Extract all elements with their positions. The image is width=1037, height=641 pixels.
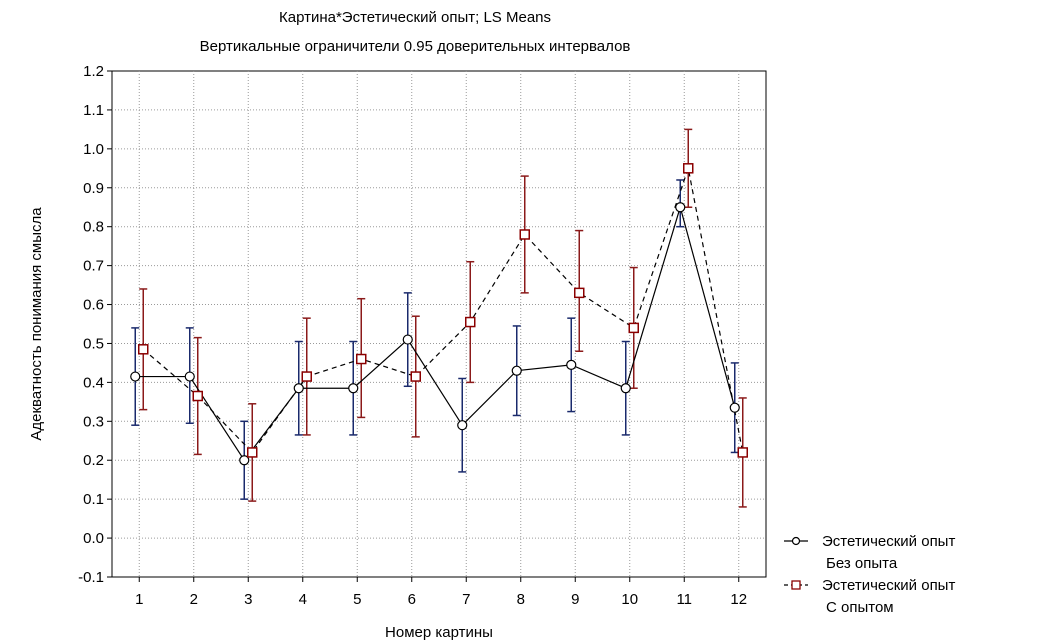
chart-title: Картина*Эстетический опыт; LS Means: [279, 9, 551, 26]
data-point: [130, 371, 141, 382]
y-tick-label: 0.2: [83, 452, 104, 469]
y-axis: -0.1 0.0 0.1 0.2 0.3 0.4 0.5 0.6 0.7 0.8 0.9 1.0 1.1…: [78, 63, 112, 586]
data-point: [247, 447, 258, 458]
data-point: [293, 383, 304, 394]
y-tick-label: 0.4: [83, 374, 104, 391]
data-point: [683, 163, 694, 174]
x-tick-label: 1: [135, 591, 143, 608]
data-point: [402, 334, 413, 345]
data-point: [239, 455, 250, 466]
y-tick-label: 0.6: [83, 297, 104, 314]
x-tick-label: 7: [462, 591, 470, 608]
x-tick-label: 6: [408, 591, 416, 608]
data-point: [519, 229, 530, 240]
x-tick-label: 2: [190, 591, 198, 608]
data-point: [410, 371, 421, 382]
data-point: [356, 353, 367, 365]
y-tick-label: 0.8: [83, 219, 104, 236]
x-axis-title: Номер картины: [385, 624, 493, 641]
series-line: [142, 165, 744, 454]
x-tick-label: 8: [517, 591, 525, 608]
data-point: [737, 447, 748, 458]
legend-item: Эстетический опыт С опытом: [784, 577, 955, 616]
y-tick-label: 0.5: [83, 335, 104, 352]
legend-label: Эстетический опыт: [822, 533, 955, 550]
data-point: [301, 371, 312, 382]
y-tick-label: 1.1: [83, 102, 104, 119]
legend-label: Эстетический опыт: [822, 577, 955, 594]
x-tick-label: 3: [244, 591, 252, 608]
series-lines: [135, 165, 744, 462]
y-tick-label: 1.0: [83, 141, 104, 158]
y-tick-label: 0.1: [83, 491, 104, 508]
data-point: [566, 359, 577, 370]
y-tick-label: 0.9: [83, 180, 104, 197]
x-tick-label: 9: [571, 591, 579, 608]
data-point: [348, 383, 359, 394]
x-tick-label: 12: [730, 591, 747, 608]
series-markers: [130, 163, 748, 466]
plot-frame: [111, 70, 767, 578]
data-point: [138, 344, 149, 355]
data-point: [574, 287, 585, 299]
x-tick-label: 11: [676, 591, 692, 608]
y-axis-title: Адекватность понимания смысла: [28, 207, 45, 441]
data-point: [729, 402, 740, 413]
legend-label: Без опыта: [826, 555, 898, 572]
data-point: [192, 390, 203, 402]
data-point: [465, 316, 476, 328]
legend-label: С опытом: [826, 599, 894, 616]
legend-swatch-marker: [791, 536, 801, 546]
x-tick-label: 4: [299, 591, 307, 608]
data-point: [628, 322, 639, 334]
data-point: [184, 371, 195, 382]
y-tick-label: 1.2: [83, 63, 104, 80]
chart-subtitle: Вертикальные ограничители 0.95 доверител…: [200, 38, 631, 55]
data-point: [675, 202, 686, 213]
x-axis: 1 2 3 4 5 6 7 8 9 10 11 12: [135, 577, 747, 608]
y-tick-label: 0.7: [83, 258, 104, 275]
y-tick-label: 0.3: [83, 413, 104, 430]
x-tick-label: 5: [353, 591, 361, 608]
data-point: [457, 420, 468, 431]
series-line: [135, 205, 736, 462]
y-tick-label: 0.0: [83, 530, 104, 547]
data-point: [620, 383, 631, 394]
legend-item: Эстетический опыт Без опыта: [784, 533, 955, 572]
data-point: [511, 365, 522, 376]
x-tick-label: 10: [621, 591, 638, 608]
y-tick-label: -0.1: [78, 569, 104, 586]
legend-swatch-marker: [791, 580, 801, 590]
